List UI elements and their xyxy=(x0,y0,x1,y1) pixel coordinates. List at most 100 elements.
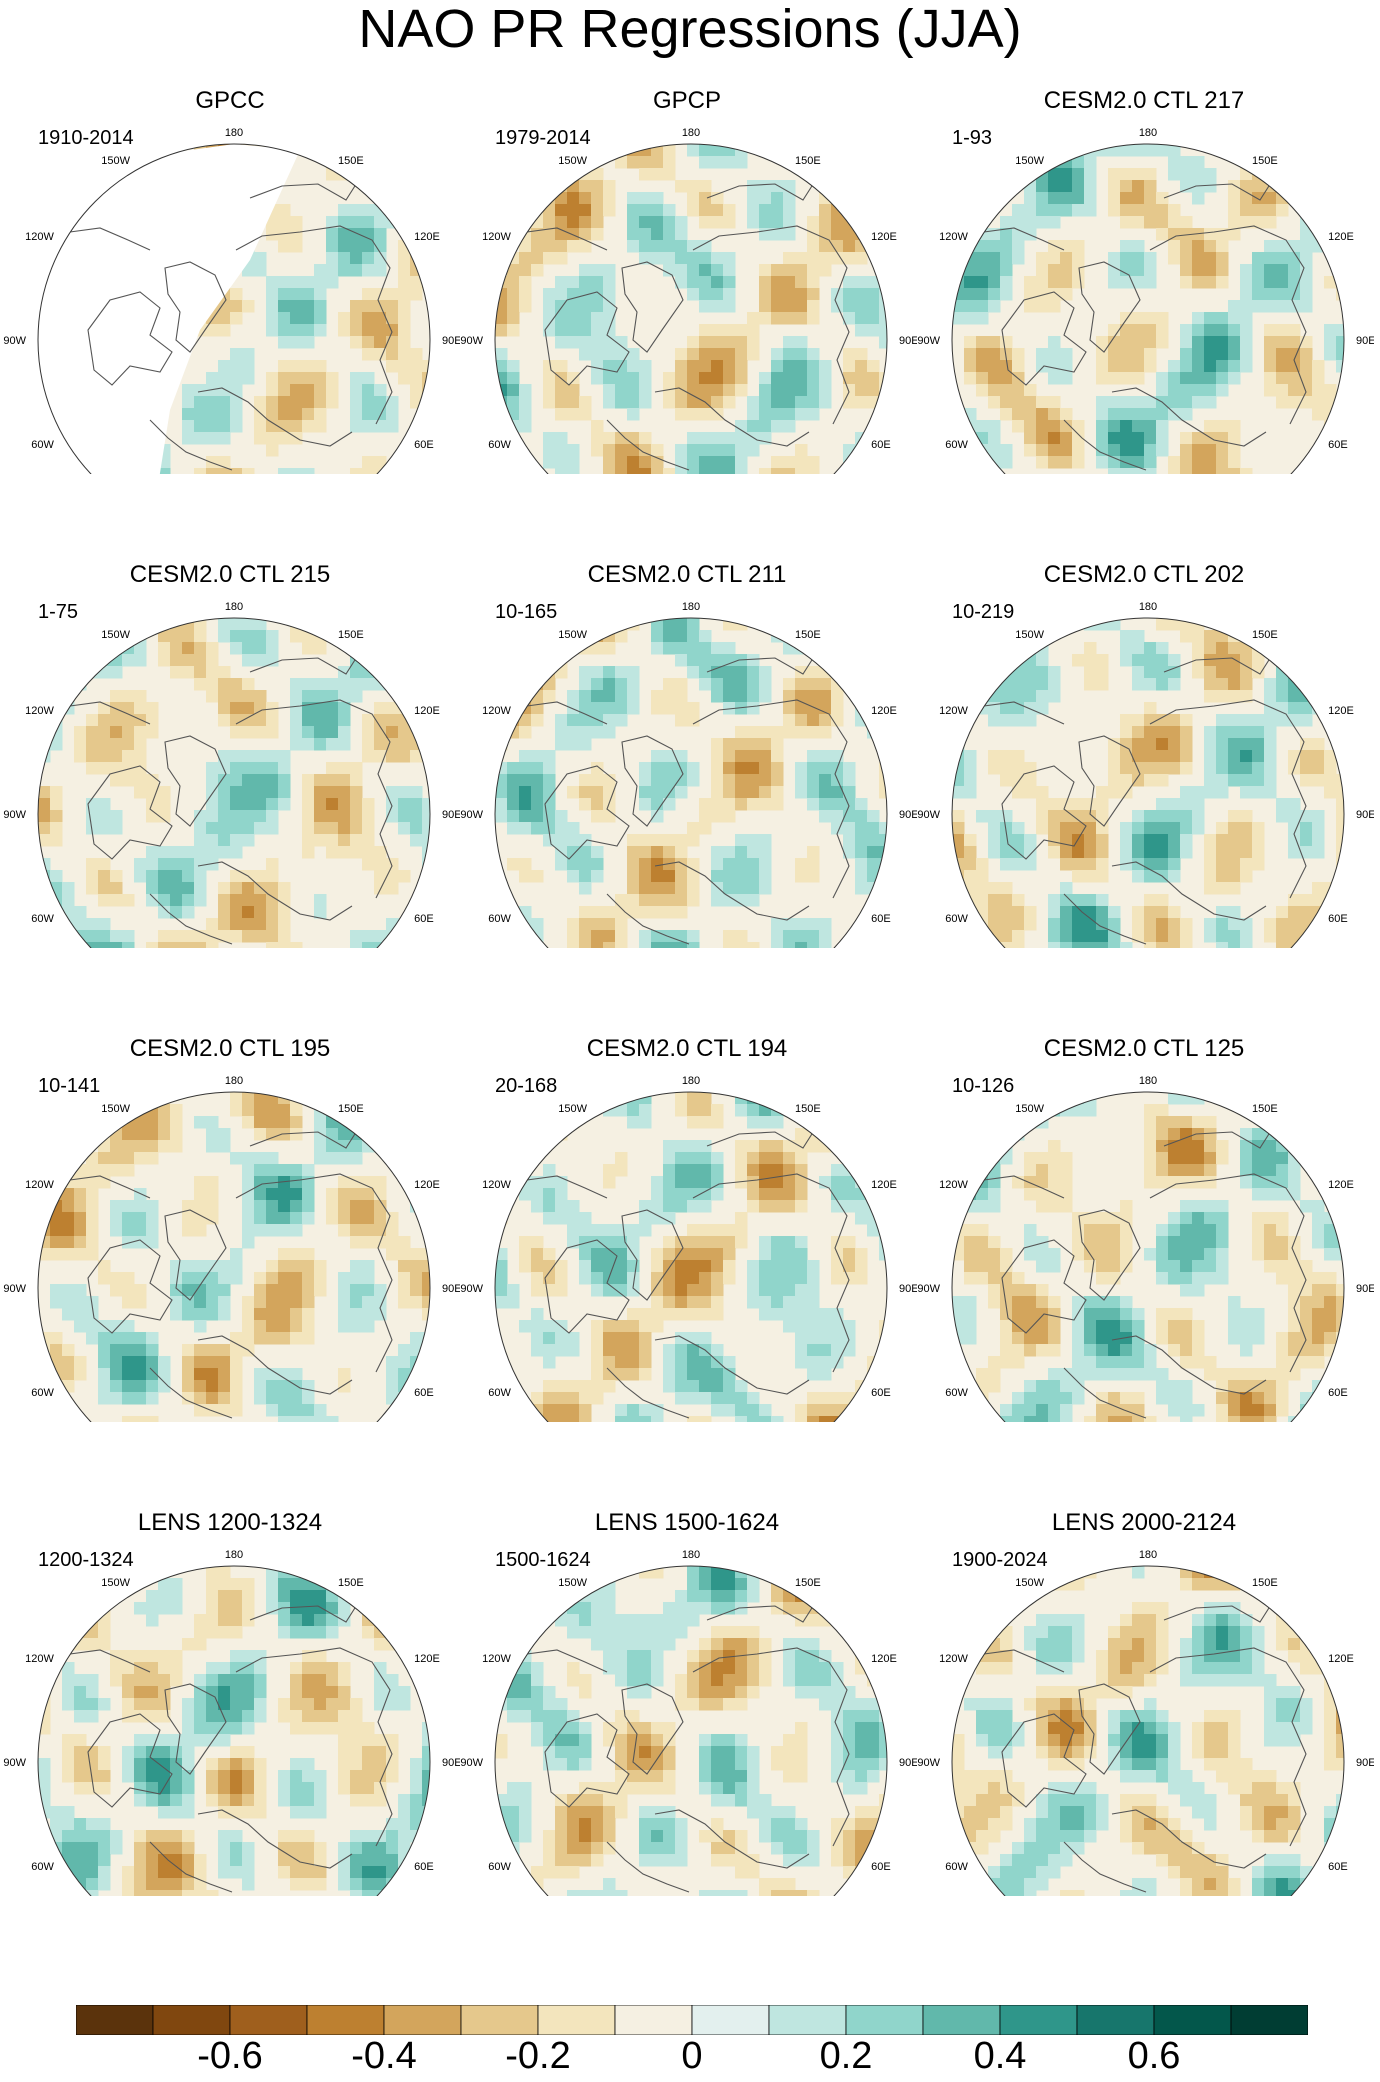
field-cell xyxy=(74,156,87,169)
field-cell xyxy=(555,252,568,265)
field-cell xyxy=(350,942,363,948)
map-panel: CESM2.0 CTL 2151-75180150E120E90E60E30E0… xyxy=(0,474,460,948)
field-cell xyxy=(627,348,640,361)
field-cell xyxy=(964,750,977,763)
field-cell xyxy=(194,882,207,895)
field-cell xyxy=(747,444,760,457)
field-cell xyxy=(62,918,75,931)
field-cell xyxy=(338,786,351,799)
field-cell xyxy=(783,690,796,703)
field-cell xyxy=(230,1092,243,1105)
field-cell xyxy=(326,810,339,823)
field-cell xyxy=(182,384,195,397)
field-cell xyxy=(952,192,965,205)
field-cell xyxy=(615,456,628,469)
field-cell xyxy=(783,396,796,409)
field-cell xyxy=(278,882,291,895)
field-cell xyxy=(495,630,508,643)
field-cell xyxy=(723,156,736,169)
field-cell xyxy=(278,1224,291,1237)
field-cell xyxy=(218,300,231,313)
field-cell xyxy=(867,456,880,469)
field-cell xyxy=(663,144,676,157)
field-cell xyxy=(1180,156,1193,169)
field-cell xyxy=(843,276,856,289)
field-cell xyxy=(62,1284,75,1297)
field-cell xyxy=(1000,822,1013,835)
field-cell xyxy=(651,762,664,775)
field-cell xyxy=(627,858,640,871)
field-cell xyxy=(410,180,423,193)
field-cell xyxy=(867,204,880,217)
field-cell xyxy=(603,690,616,703)
field-cell xyxy=(855,630,868,643)
field-cell xyxy=(519,228,532,241)
field-cell xyxy=(50,822,63,835)
field-cell xyxy=(735,930,748,943)
field-cell xyxy=(422,834,430,847)
field-cell xyxy=(555,654,568,667)
field-cell xyxy=(1204,786,1217,799)
field-cell xyxy=(651,894,664,907)
field-cell xyxy=(1132,630,1145,643)
field-cell xyxy=(1192,336,1205,349)
field-cell xyxy=(771,726,784,739)
field-cell xyxy=(964,348,977,361)
field-cell xyxy=(242,1212,255,1225)
field-cell xyxy=(278,288,291,301)
field-cell xyxy=(86,1116,99,1129)
field-cell xyxy=(1048,288,1061,301)
field-cell xyxy=(747,678,760,691)
field-cell xyxy=(855,300,868,313)
field-cell xyxy=(422,1296,430,1309)
field-cell xyxy=(1036,300,1049,313)
field-cell xyxy=(50,1296,63,1309)
field-cell xyxy=(206,762,219,775)
field-cell xyxy=(555,360,568,373)
field-cell xyxy=(771,618,784,631)
field-cell xyxy=(519,822,532,835)
coastline xyxy=(692,225,850,425)
field-cell xyxy=(603,774,616,787)
field-cell xyxy=(771,192,784,205)
field-cell xyxy=(1240,786,1253,799)
field-cell xyxy=(807,216,820,229)
field-cell xyxy=(38,882,51,895)
field-cell xyxy=(1252,216,1265,229)
field-cell xyxy=(615,336,628,349)
field-cell xyxy=(1312,810,1325,823)
field-cell xyxy=(158,1356,171,1369)
field-cell xyxy=(110,1140,123,1153)
field-cell xyxy=(338,168,351,181)
field-cell xyxy=(543,786,556,799)
field-cell xyxy=(266,324,279,337)
field-cell xyxy=(206,846,219,859)
field-cell xyxy=(206,678,219,691)
field-cell xyxy=(1132,858,1145,871)
field-cell xyxy=(759,468,772,474)
field-cell xyxy=(410,822,423,835)
field-cell xyxy=(410,1344,423,1357)
field-cell xyxy=(1288,372,1301,385)
field-cell xyxy=(62,456,75,469)
field-cell xyxy=(398,288,411,301)
field-cell xyxy=(567,276,580,289)
field-cell xyxy=(1156,444,1169,457)
field-cell xyxy=(1204,468,1217,474)
field-cell xyxy=(867,690,880,703)
field-cell xyxy=(302,1200,315,1213)
field-cell xyxy=(1336,264,1344,277)
field-cell xyxy=(1228,726,1241,739)
field-cell xyxy=(783,360,796,373)
field-cell xyxy=(735,942,748,948)
field-cell xyxy=(771,762,784,775)
field-cell xyxy=(759,204,772,217)
field-cell xyxy=(218,714,231,727)
field-cell xyxy=(1312,396,1325,409)
field-cell xyxy=(1108,396,1121,409)
field-cell xyxy=(326,276,339,289)
field-cell xyxy=(699,798,712,811)
field-cell xyxy=(759,882,772,895)
field-cell xyxy=(759,420,772,433)
field-cell xyxy=(759,312,772,325)
